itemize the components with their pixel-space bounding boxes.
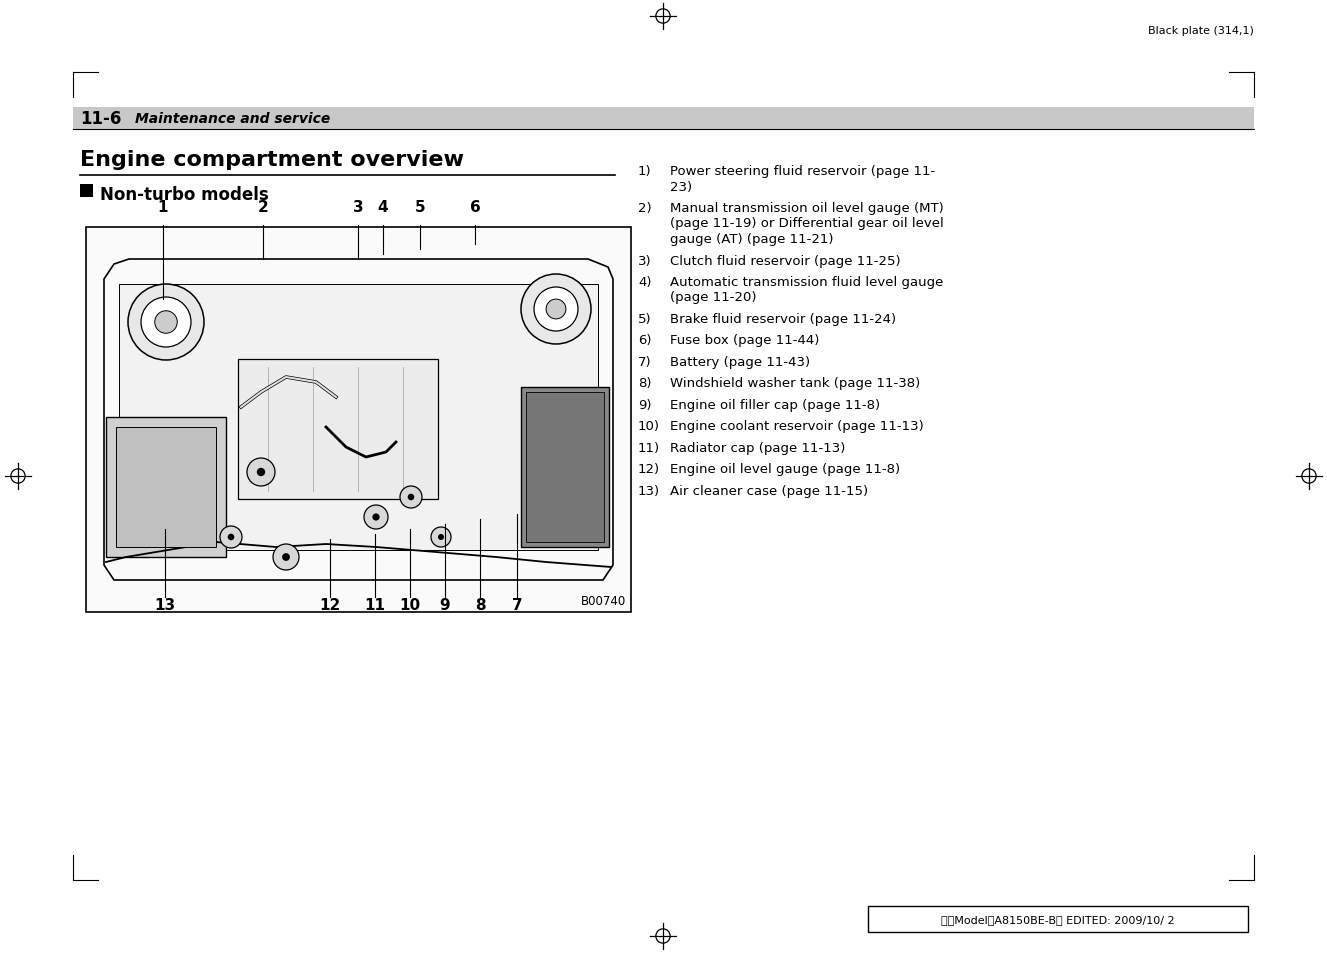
Text: Windshield washer tank (page 11-38): Windshield washer tank (page 11-38) bbox=[670, 377, 920, 390]
Circle shape bbox=[141, 297, 191, 348]
Text: 4: 4 bbox=[378, 200, 389, 214]
Text: Engine oil level gauge (page 11-8): Engine oil level gauge (page 11-8) bbox=[670, 463, 900, 476]
Text: Clutch fluid reservoir (page 11-25): Clutch fluid reservoir (page 11-25) bbox=[670, 254, 901, 267]
Text: 13: 13 bbox=[154, 598, 175, 613]
Text: 23): 23) bbox=[670, 180, 693, 193]
Text: (page 11-20): (page 11-20) bbox=[670, 292, 756, 304]
Text: 6: 6 bbox=[470, 200, 480, 214]
Circle shape bbox=[247, 458, 275, 486]
Circle shape bbox=[273, 544, 299, 571]
Text: 3): 3) bbox=[638, 254, 652, 267]
Text: 8): 8) bbox=[638, 377, 652, 390]
Bar bbox=[80, 185, 93, 198]
Text: B00740: B00740 bbox=[581, 595, 626, 607]
Circle shape bbox=[220, 526, 242, 548]
Text: 3: 3 bbox=[353, 200, 364, 214]
Text: 2): 2) bbox=[638, 202, 652, 214]
Text: Manual transmission oil level gauge (MT): Manual transmission oil level gauge (MT) bbox=[670, 202, 943, 214]
Circle shape bbox=[283, 554, 289, 561]
Bar bbox=[868, 906, 1247, 932]
Text: 9): 9) bbox=[638, 398, 652, 412]
Text: Engine coolant reservoir (page 11-13): Engine coolant reservoir (page 11-13) bbox=[670, 420, 924, 433]
Circle shape bbox=[547, 300, 565, 319]
Text: 9: 9 bbox=[439, 598, 450, 613]
Text: 12: 12 bbox=[320, 598, 341, 613]
Text: 1): 1) bbox=[638, 165, 652, 178]
Text: Power steering fluid reservoir (page 11-: Power steering fluid reservoir (page 11- bbox=[670, 165, 936, 178]
Circle shape bbox=[522, 274, 591, 345]
Text: 6): 6) bbox=[638, 335, 652, 347]
Bar bbox=[73, 108, 1254, 130]
Circle shape bbox=[228, 534, 235, 540]
Text: 4): 4) bbox=[638, 275, 652, 289]
Circle shape bbox=[438, 535, 445, 540]
Text: 11: 11 bbox=[365, 598, 386, 613]
Text: 北米Model＂A8150BE-B＂ EDITED: 2009/10/ 2: 北米Model＂A8150BE-B＂ EDITED: 2009/10/ 2 bbox=[941, 914, 1174, 924]
Text: 11): 11) bbox=[638, 441, 660, 455]
Text: 12): 12) bbox=[638, 463, 660, 476]
Text: 5): 5) bbox=[638, 313, 652, 326]
Bar bbox=[88, 230, 629, 610]
Circle shape bbox=[533, 288, 579, 332]
Text: (page 11-19) or Differential gear oil level: (page 11-19) or Differential gear oil le… bbox=[670, 217, 943, 231]
Bar bbox=[119, 285, 598, 551]
Text: 10: 10 bbox=[399, 598, 421, 613]
Circle shape bbox=[407, 495, 414, 500]
Text: Brake fluid reservoir (page 11-24): Brake fluid reservoir (page 11-24) bbox=[670, 313, 896, 326]
Circle shape bbox=[127, 285, 204, 360]
Text: Engine compartment overview: Engine compartment overview bbox=[80, 150, 464, 170]
Text: Air cleaner case (page 11-15): Air cleaner case (page 11-15) bbox=[670, 484, 868, 497]
Bar bbox=[115, 428, 216, 547]
Circle shape bbox=[431, 527, 451, 547]
Circle shape bbox=[373, 514, 380, 521]
Text: 5: 5 bbox=[415, 200, 426, 214]
Text: 13): 13) bbox=[638, 484, 660, 497]
Text: Fuse box (page 11-44): Fuse box (page 11-44) bbox=[670, 335, 819, 347]
Text: 10): 10) bbox=[638, 420, 660, 433]
Circle shape bbox=[155, 312, 178, 334]
Bar bbox=[525, 393, 604, 542]
Text: 7: 7 bbox=[512, 598, 523, 613]
Bar bbox=[238, 359, 438, 499]
Text: Black plate (314,1): Black plate (314,1) bbox=[1148, 26, 1254, 36]
Circle shape bbox=[364, 505, 387, 530]
Text: 7): 7) bbox=[638, 355, 652, 369]
Text: Battery (page 11-43): Battery (page 11-43) bbox=[670, 355, 809, 369]
Text: Maintenance and service: Maintenance and service bbox=[135, 112, 330, 126]
Text: gauge (AT) (page 11-21): gauge (AT) (page 11-21) bbox=[670, 233, 833, 246]
Text: Non-turbo models: Non-turbo models bbox=[100, 186, 269, 204]
Text: 11-6: 11-6 bbox=[80, 110, 121, 128]
Text: Radiator cap (page 11-13): Radiator cap (page 11-13) bbox=[670, 441, 845, 455]
Bar bbox=[522, 388, 609, 547]
Text: 2: 2 bbox=[257, 200, 268, 214]
Text: Automatic transmission fluid level gauge: Automatic transmission fluid level gauge bbox=[670, 275, 943, 289]
Circle shape bbox=[399, 486, 422, 509]
Bar bbox=[106, 417, 226, 558]
Text: 8: 8 bbox=[475, 598, 486, 613]
Text: 1: 1 bbox=[158, 200, 169, 214]
Text: Engine oil filler cap (page 11-8): Engine oil filler cap (page 11-8) bbox=[670, 398, 880, 412]
Circle shape bbox=[257, 468, 265, 476]
Bar bbox=[86, 228, 632, 613]
